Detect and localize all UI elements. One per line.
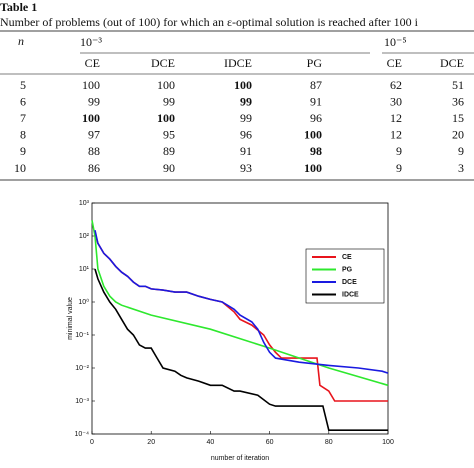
table-caption: Number of problems (out of 100) for whic… bbox=[0, 15, 419, 29]
y-tick-label: 10¹ bbox=[79, 266, 90, 273]
series-line bbox=[91, 220, 389, 387]
cell: 98 bbox=[310, 144, 322, 158]
cell: 9 bbox=[458, 144, 464, 158]
legend-label: CE bbox=[342, 254, 352, 261]
cell: 3 bbox=[458, 161, 464, 175]
cell: 96 bbox=[240, 128, 252, 142]
cell: 95 bbox=[163, 128, 175, 142]
row-label: 5 bbox=[20, 78, 26, 92]
row-header: n bbox=[18, 34, 24, 48]
cell: 91 bbox=[310, 94, 322, 108]
cell: 100 bbox=[304, 161, 322, 175]
column-header: PG bbox=[307, 56, 323, 70]
y-tick-label: 10⁻⁴ bbox=[75, 431, 90, 438]
y-tick-label: 10⁻¹ bbox=[75, 332, 89, 339]
cell: 88 bbox=[88, 144, 100, 158]
cell: 12 bbox=[390, 111, 402, 125]
cell: 96 bbox=[310, 111, 322, 125]
row-label: 9 bbox=[20, 144, 26, 158]
cell: 9 bbox=[396, 161, 402, 175]
cell: 100 bbox=[304, 128, 322, 142]
group-header: 10⁻⁵ bbox=[384, 35, 407, 49]
column-header: CE bbox=[387, 56, 402, 70]
y-tick-label: 10³ bbox=[79, 200, 90, 207]
x-tick-label: 100 bbox=[382, 439, 394, 446]
cell: 93 bbox=[240, 161, 252, 175]
cell: 87 bbox=[310, 78, 322, 92]
cell: 12 bbox=[390, 128, 402, 142]
cell: 51 bbox=[452, 78, 464, 92]
row-label: 7 bbox=[20, 111, 26, 125]
legend-label: PG bbox=[342, 266, 353, 273]
cell: 99 bbox=[240, 94, 252, 108]
cell: 91 bbox=[240, 144, 252, 158]
x-tick-label: 80 bbox=[325, 439, 333, 446]
cell: 100 bbox=[82, 111, 100, 125]
y-tick-label: 10² bbox=[79, 233, 90, 240]
series-line bbox=[94, 230, 389, 374]
column-header: DCE bbox=[440, 56, 464, 70]
series-line bbox=[94, 268, 388, 431]
cell: 9 bbox=[396, 144, 402, 158]
cell: 100 bbox=[234, 78, 252, 92]
table-label: Table 1 bbox=[0, 0, 37, 14]
cell: 100 bbox=[82, 78, 100, 92]
cell: 99 bbox=[88, 94, 100, 108]
y-tick-label: 10⁻³ bbox=[75, 398, 89, 405]
cell: 36 bbox=[452, 94, 464, 108]
group-header: 10⁻³ bbox=[80, 35, 102, 49]
cell: 97 bbox=[88, 128, 100, 142]
column-header: DCE bbox=[151, 56, 175, 70]
legend-label: DCE bbox=[342, 279, 357, 286]
x-axis-label: number of iteration bbox=[211, 455, 269, 462]
cell: 89 bbox=[163, 144, 175, 158]
column-header: IDCE bbox=[224, 56, 252, 70]
cell: 30 bbox=[390, 94, 402, 108]
x-tick-label: 20 bbox=[147, 439, 155, 446]
legend-label: IDCE bbox=[342, 291, 359, 298]
y-tick-label: 10⁰ bbox=[78, 298, 89, 306]
cell: 90 bbox=[163, 161, 175, 175]
row-label: 10 bbox=[14, 161, 26, 175]
cell: 15 bbox=[452, 111, 464, 125]
column-header: CE bbox=[85, 56, 100, 70]
x-tick-label: 40 bbox=[207, 439, 215, 446]
cell: 100 bbox=[157, 111, 175, 125]
x-tick-label: 0 bbox=[90, 439, 94, 446]
y-axis-label: minimal value bbox=[67, 297, 74, 340]
cell: 100 bbox=[157, 78, 175, 92]
y-tick-label: 10⁻² bbox=[75, 365, 89, 372]
cell: 20 bbox=[452, 128, 464, 142]
cell: 86 bbox=[88, 161, 100, 175]
row-label: 8 bbox=[20, 128, 26, 142]
plot-frame bbox=[91, 202, 389, 435]
cell: 99 bbox=[240, 111, 252, 125]
row-label: 6 bbox=[20, 94, 26, 108]
cell: 99 bbox=[163, 94, 175, 108]
x-tick-label: 60 bbox=[266, 439, 274, 446]
cell: 62 bbox=[390, 78, 402, 92]
